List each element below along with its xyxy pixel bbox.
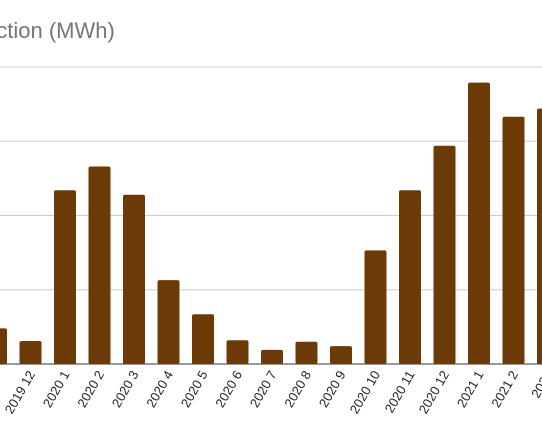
x-tick-label: 2020 11: [382, 368, 418, 415]
bar: [502, 116, 525, 364]
bar: [399, 190, 421, 364]
bar: [537, 108, 542, 364]
x-tick-label: 2020 5: [178, 368, 211, 410]
x-tick-label: 2019 12: [2, 368, 38, 416]
bar: [468, 82, 490, 364]
bar: [192, 314, 214, 364]
x-tick-label: 2021 1: [454, 368, 487, 410]
x-tick-label: 2020 1: [40, 368, 73, 410]
x-tick-label: 2021: [528, 368, 542, 401]
x-tick-label: 2020 8: [281, 368, 314, 410]
gridlines: [0, 66, 542, 365]
bar: [88, 166, 111, 364]
bar: [261, 349, 283, 364]
x-tick-label: 2020 7: [247, 368, 280, 410]
x-tick-label: 2020 4: [143, 368, 176, 410]
chart-title: uction (MWh): [0, 18, 115, 43]
bar: [364, 250, 387, 364]
bar: [226, 340, 249, 364]
x-tick-label: 2020 10: [347, 368, 383, 416]
bar: [330, 346, 352, 364]
x-tick-label: 2020 3: [109, 368, 142, 410]
x-tick-label: 2020 6: [212, 368, 245, 410]
bar: [19, 340, 42, 364]
bar: [54, 190, 76, 364]
bar: [0, 328, 7, 364]
bar: [433, 145, 456, 364]
x-tick-label: 2020 12: [416, 368, 452, 416]
bar: [157, 280, 180, 364]
x-tick-label: 2021 2: [488, 368, 521, 410]
bars: [0, 82, 542, 364]
x-tick-label: 2020 9: [316, 368, 349, 410]
bar: [123, 194, 145, 364]
bar: [295, 341, 318, 364]
x-tick-labels: 2019 12 2020 1 2020 2 2020 3 2020 4 2020 5 202…: [2, 368, 542, 416]
x-tick-label: 2020 2: [74, 368, 107, 410]
